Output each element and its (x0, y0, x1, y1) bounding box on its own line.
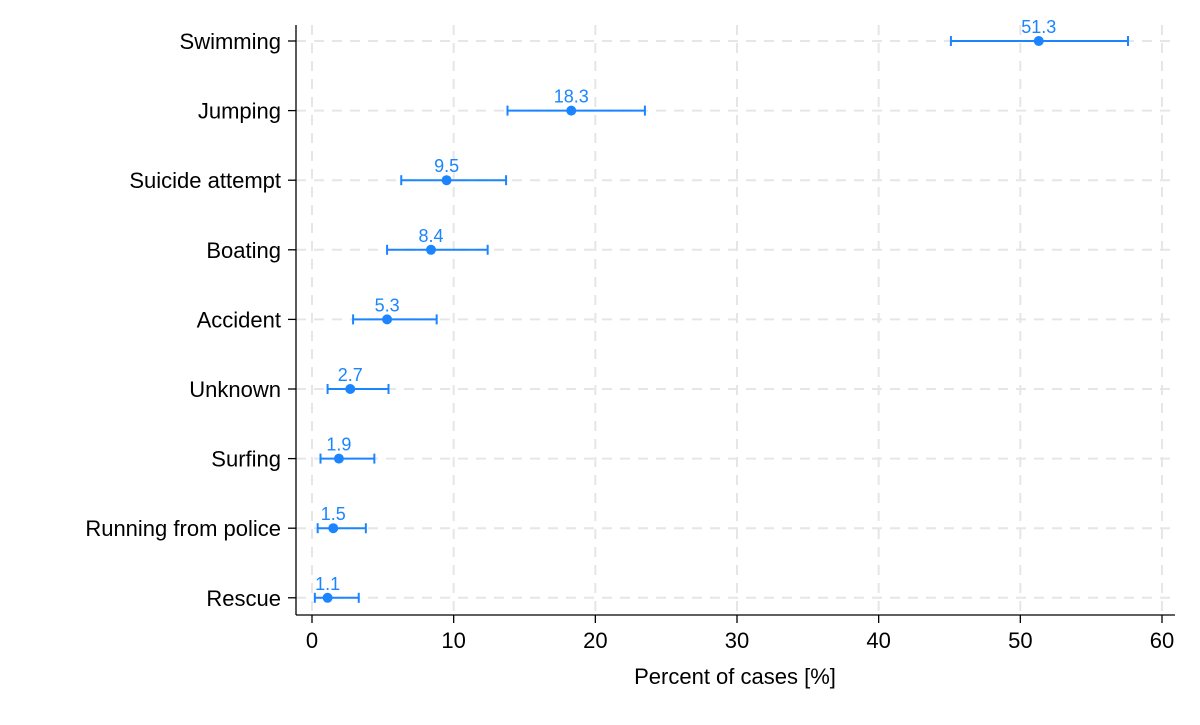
y-tick-label: Accident (197, 307, 281, 332)
x-tick-label: 0 (306, 628, 318, 653)
x-tick-label: 10 (441, 628, 465, 653)
data-point (566, 105, 577, 116)
data-label: 1.5 (321, 504, 346, 524)
data-label: 9.5 (434, 156, 459, 176)
data-label: 5.3 (375, 295, 400, 315)
data-point (426, 244, 436, 255)
data-point (441, 175, 452, 186)
y-tick-label: Suicide attempt (129, 168, 281, 193)
y-tick-label: Rescue (206, 586, 281, 611)
data-label: 18.3 (554, 87, 589, 107)
data-point (333, 453, 344, 464)
y-tick-label: Unknown (189, 377, 281, 402)
data-point (345, 384, 356, 394)
y-tick-label: Boating (206, 238, 281, 263)
data-label: 1.1 (315, 574, 340, 594)
data-label: 2.7 (338, 365, 363, 385)
data-point (1033, 36, 1044, 46)
x-tick-label: 60 (1150, 628, 1174, 653)
y-tick-label: Swimming (180, 29, 281, 54)
data-point (328, 523, 339, 534)
data-label: 1.9 (326, 435, 351, 455)
x-tick-label: 50 (1008, 628, 1032, 653)
data-point (322, 592, 333, 603)
x-tick-label: 30 (725, 628, 749, 653)
x-axis-label: Percent of cases [%] (634, 664, 836, 689)
x-tick-label: 40 (866, 628, 890, 653)
data-label: 8.4 (418, 226, 443, 246)
data-point (382, 314, 393, 325)
y-tick-label: Running from police (85, 516, 281, 541)
y-tick-label: Surfing (211, 447, 281, 472)
x-tick-label: 20 (583, 628, 607, 653)
y-tick-label: Jumping (198, 99, 281, 124)
data-label: 51.3 (1021, 17, 1056, 37)
